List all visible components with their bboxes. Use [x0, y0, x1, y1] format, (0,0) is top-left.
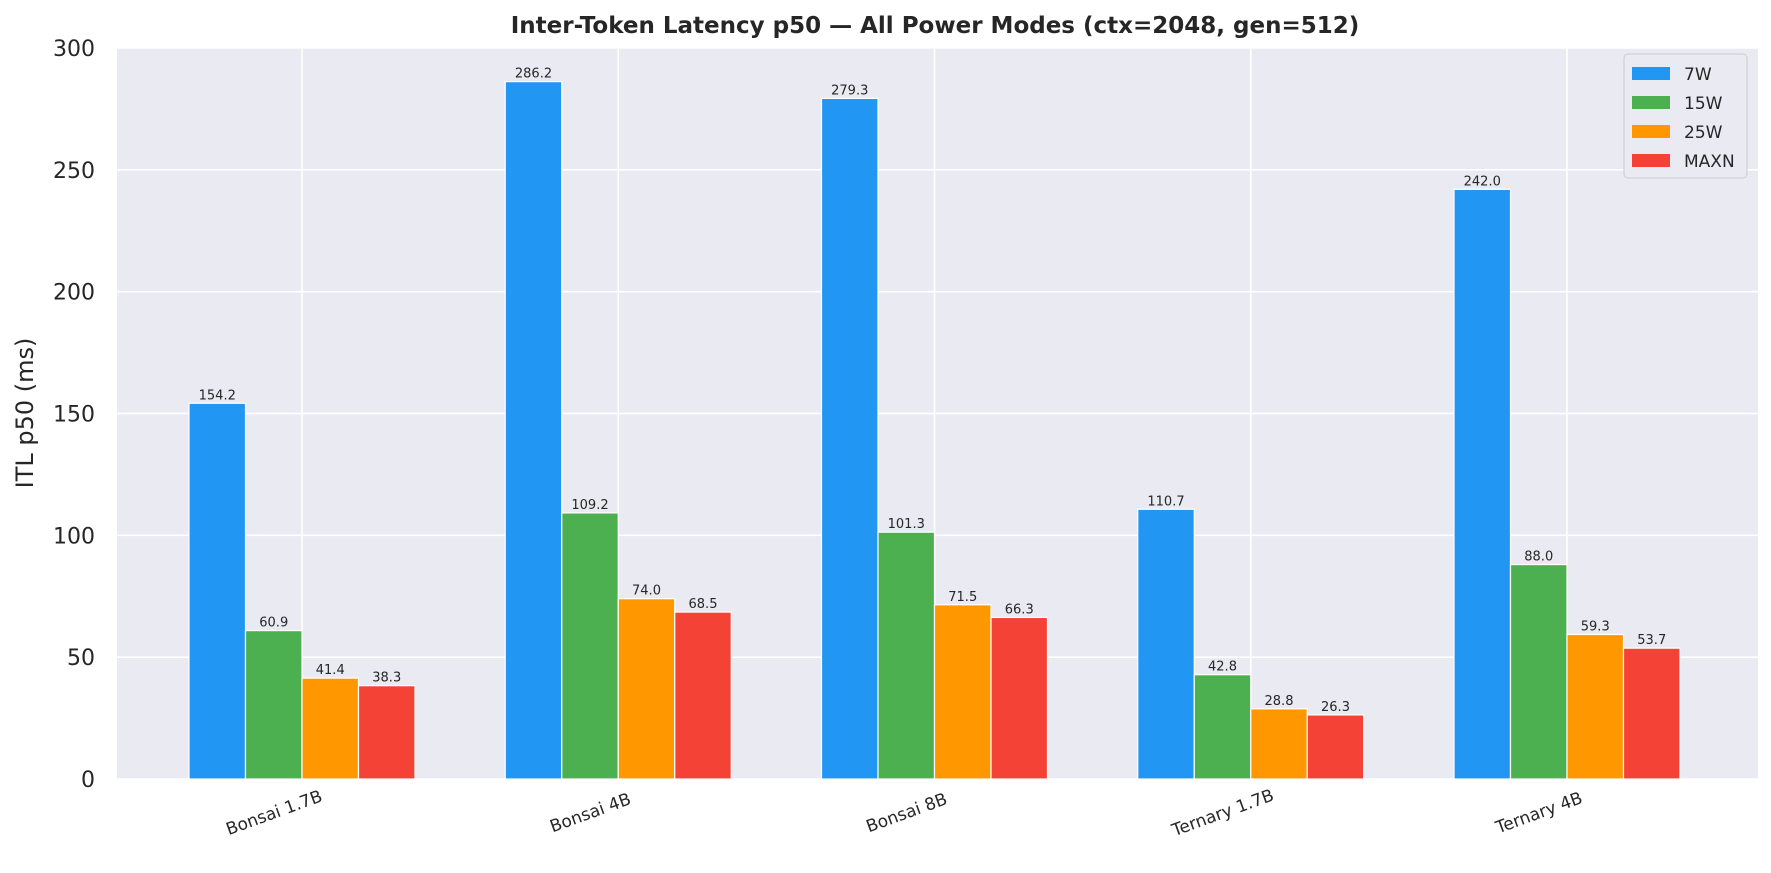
bar-15w	[877, 531, 936, 780]
legend-swatch	[1632, 96, 1670, 109]
bar-value-label: 26.3	[1321, 700, 1350, 715]
legend-entry: 7W	[1684, 65, 1712, 85]
y-axis-label: ITL p50 (ms)	[11, 338, 39, 489]
x-tick-label: Ternary 1.7B	[1168, 786, 1276, 842]
bar-value-label: 110.7	[1147, 494, 1184, 509]
legend-entry: 15W	[1684, 94, 1723, 114]
x-tick-label: Ternary 4B	[1492, 788, 1585, 838]
x-tick-label: Bonsai 4B	[547, 789, 633, 837]
chart-title: Inter-Token Latency p50 — All Power Mode…	[511, 13, 1360, 39]
bar-25w	[933, 604, 992, 780]
bar-value-label: 59.3	[1581, 620, 1610, 635]
y-tick-label: 150	[53, 403, 95, 428]
bar-value-label: 109.2	[571, 498, 608, 513]
x-tick-label: Bonsai 8B	[864, 789, 950, 837]
bar-maxn	[357, 685, 416, 780]
bar-maxn	[990, 616, 1049, 780]
legend-box	[1623, 53, 1748, 179]
y-tick-label: 100	[53, 524, 95, 549]
bar-value-label: 66.3	[1005, 602, 1034, 617]
x-tick-label: Bonsai 1.7B	[223, 787, 325, 840]
bar-value-label: 71.5	[948, 590, 977, 605]
bar-value-label: 42.8	[1208, 660, 1237, 675]
y-tick-label: 200	[53, 281, 95, 306]
bar-value-label: 60.9	[259, 616, 288, 631]
bar-value-label: 242.0	[1464, 174, 1501, 189]
bar-15w	[244, 630, 303, 780]
y-tick-label: 250	[53, 159, 95, 184]
bar-25w	[301, 677, 360, 780]
bar-value-label: 88.0	[1524, 550, 1553, 565]
bar-maxn	[1622, 647, 1681, 780]
legend: 7W 15W 25W MAXN	[1623, 53, 1748, 179]
bar-15w	[1509, 563, 1568, 780]
bar-7w	[1453, 188, 1512, 780]
bar-value-label: 41.4	[316, 663, 345, 678]
bar-value-label: 286.2	[515, 67, 552, 82]
bar-25w	[1250, 708, 1308, 780]
y-tick-label: 300	[53, 37, 95, 62]
bar-25w	[617, 598, 676, 780]
y-tick-label: 0	[81, 768, 95, 793]
bar-maxn	[674, 611, 732, 780]
legend-entry: 25W	[1684, 123, 1723, 143]
bar-value-label: 101.3	[888, 517, 925, 532]
bar-7w	[1137, 508, 1195, 780]
bar-15w	[1193, 674, 1252, 780]
bar-maxn	[1306, 714, 1365, 780]
bar-7w	[188, 402, 247, 780]
value-labels: 154.2 286.2 279.3 110.7 242.0 60.9 109.2 101.3 4…	[199, 67, 1667, 715]
legend-swatch	[1632, 125, 1670, 138]
x-axis-ticks: Bonsai 1.7B Bonsai 4B Bonsai 8B Ternary 1.7…	[223, 786, 1585, 842]
bar-value-label: 53.7	[1637, 633, 1666, 648]
bars	[188, 81, 1681, 780]
bar-value-label: 154.2	[199, 388, 236, 403]
legend-entry: MAXN	[1684, 152, 1735, 172]
legend-swatch	[1632, 154, 1670, 167]
bar-value-label: 68.5	[689, 597, 718, 612]
y-axis-ticks: 0 50 100 150 200 250 300	[53, 37, 95, 793]
legend-swatch	[1632, 67, 1670, 80]
bar-15w	[561, 512, 619, 780]
bar-7w	[820, 97, 879, 780]
bar-value-label: 28.8	[1265, 694, 1294, 709]
bar-25w	[1566, 633, 1625, 780]
y-tick-label: 50	[67, 646, 95, 671]
bar-value-label: 279.3	[831, 83, 868, 98]
bar-value-label: 74.0	[632, 584, 661, 599]
bar-7w	[504, 81, 563, 780]
bar-value-label: 38.3	[372, 671, 401, 686]
